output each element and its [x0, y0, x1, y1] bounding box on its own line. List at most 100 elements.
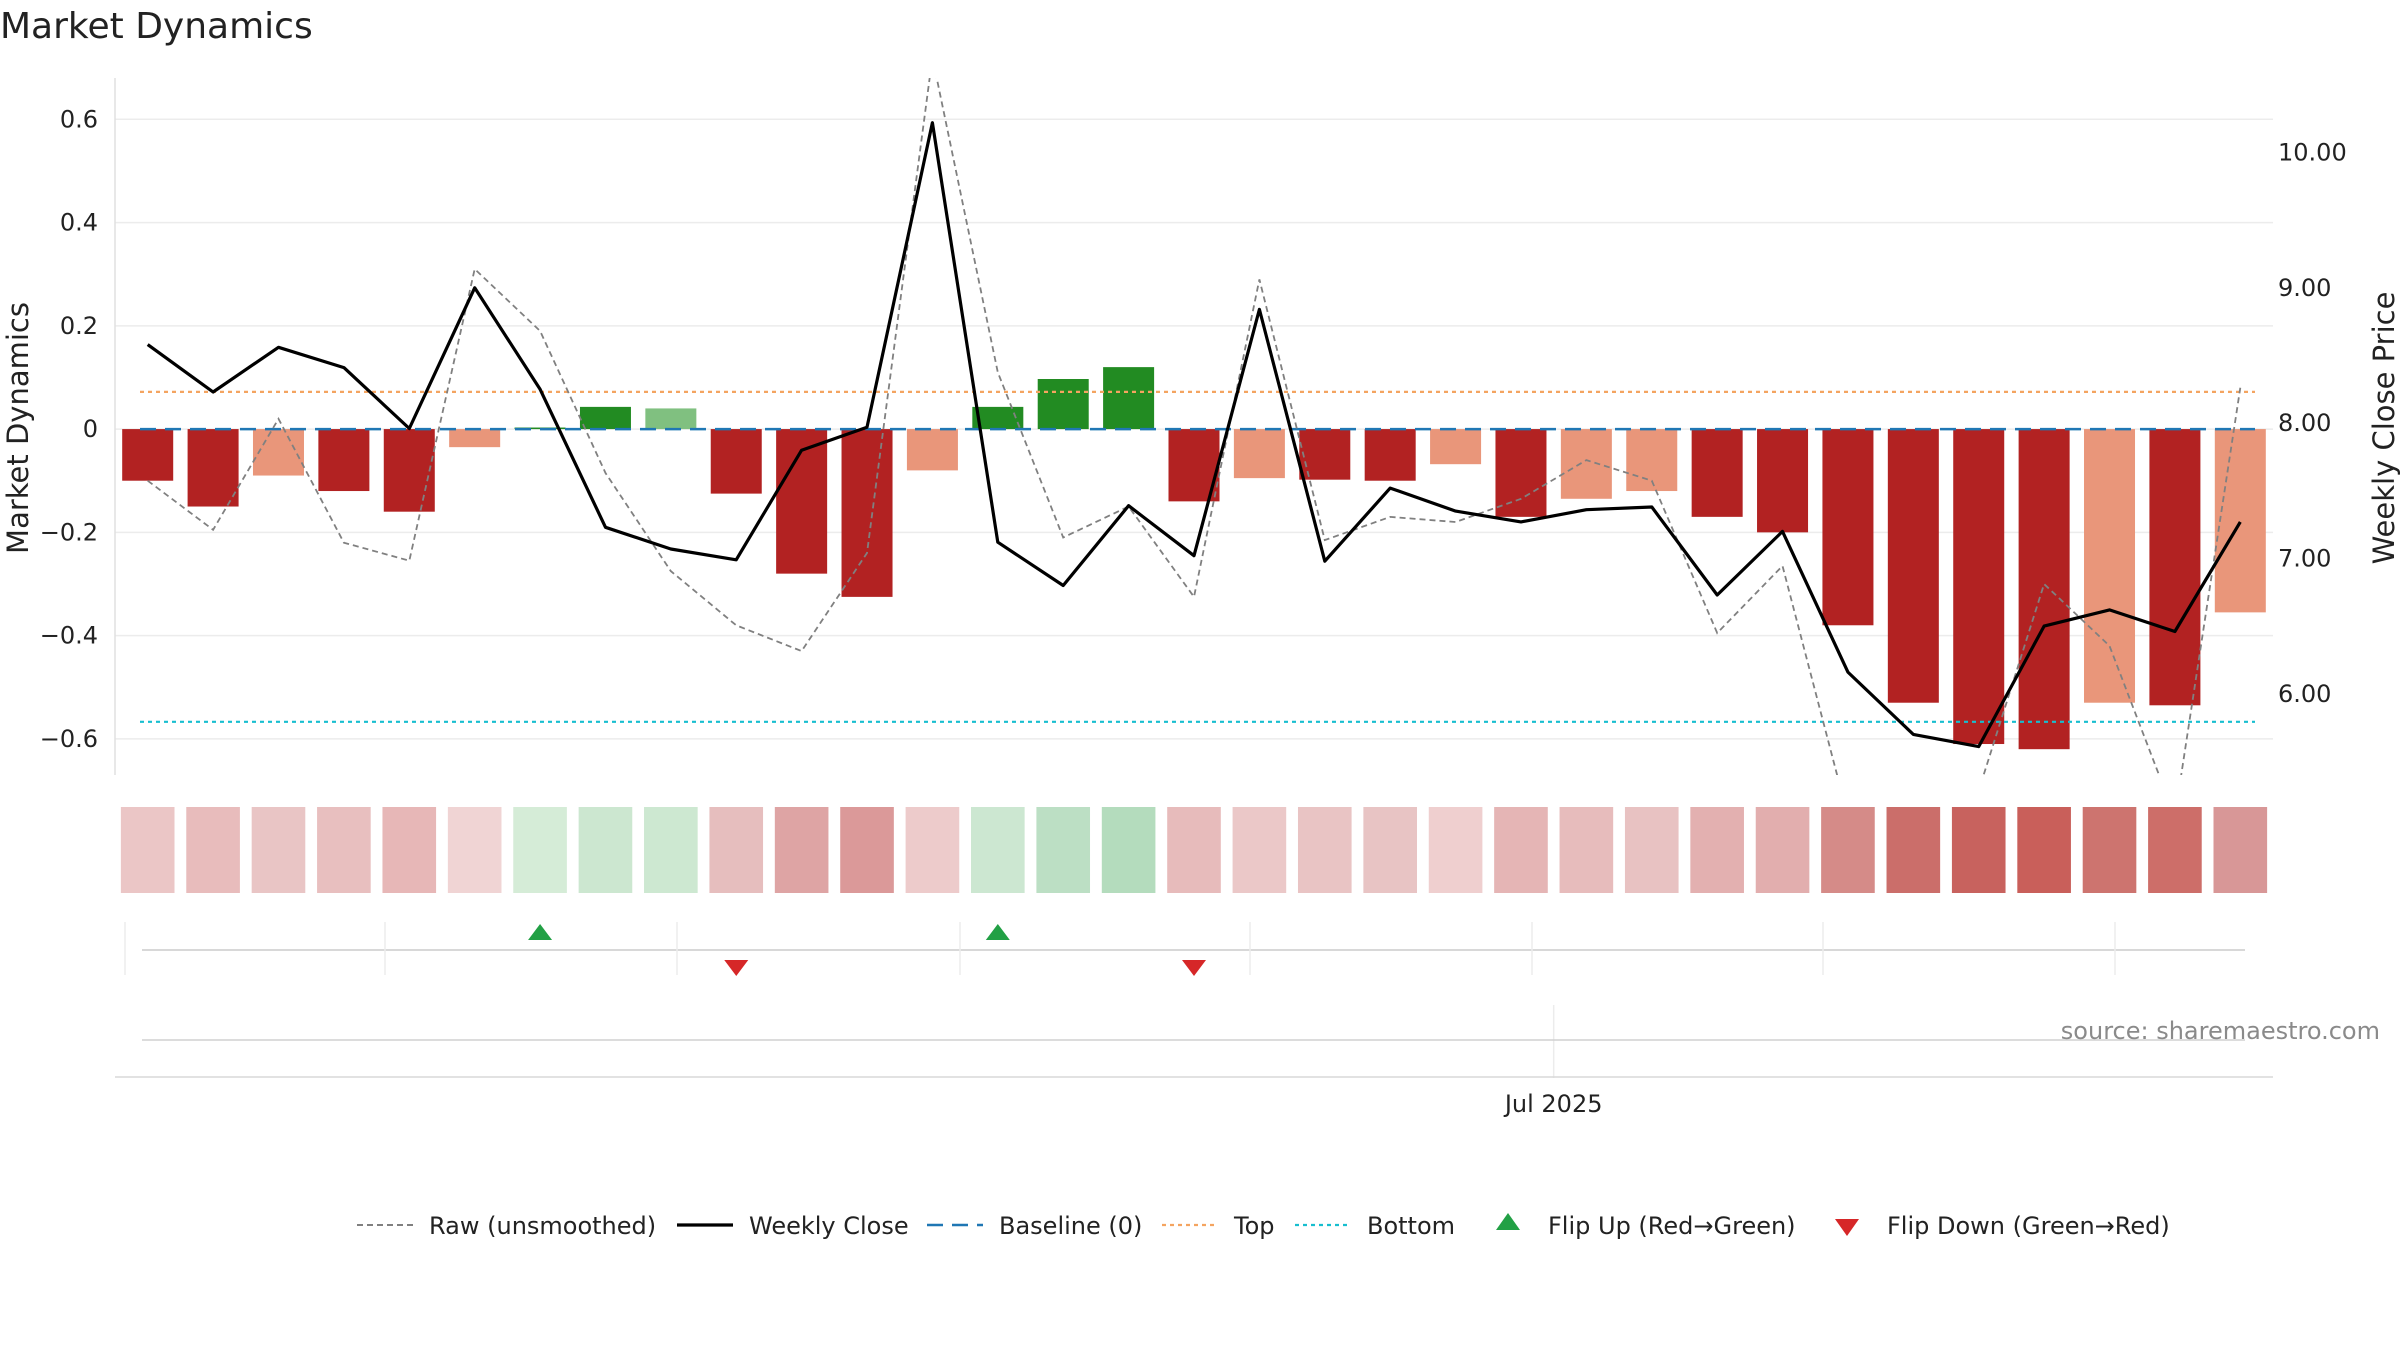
heat-cell — [905, 807, 960, 893]
legend-label: Flip Down (Green→Red) — [1887, 1212, 2170, 1240]
bar — [1495, 429, 1547, 517]
bar — [1757, 429, 1809, 533]
flip-up-marker — [985, 924, 1010, 940]
bar — [1560, 429, 1612, 499]
heat-cell — [2148, 807, 2202, 893]
bar — [1953, 429, 2005, 745]
heat-cell — [971, 807, 1025, 893]
bar — [579, 406, 631, 430]
bar — [645, 408, 697, 430]
heat-cell — [1690, 807, 1744, 893]
bar — [1691, 429, 1743, 517]
heat-cell — [1232, 807, 1287, 893]
chart-title: Market Dynamics — [0, 6, 313, 47]
bar — [2018, 429, 2070, 750]
legend-item: Flip Up (Red→Green) — [1496, 1212, 1796, 1240]
legend: Raw (unsmoothed) Weekly Close Baseline (0)… — [357, 1212, 2170, 1240]
heat-cell — [1167, 807, 1221, 893]
flip-down-legend-icon — [1835, 1219, 1859, 1236]
x-tick-label: Jul 2025 — [1503, 1090, 1603, 1118]
bar — [710, 429, 762, 494]
heat-cell — [1951, 807, 2006, 893]
heat-cell — [1886, 807, 1941, 893]
y2-tick-label: 7.00 — [2278, 544, 2331, 572]
y-axis-title: Market Dynamics — [1, 302, 35, 554]
bar — [1103, 367, 1155, 430]
legend-label: Bottom — [1367, 1212, 1455, 1240]
y2-tick-label: 6.00 — [2278, 680, 2331, 708]
bar — [383, 429, 435, 512]
y-tick-label: −0.2 — [40, 518, 98, 546]
bar — [2084, 429, 2136, 703]
heat-cell — [2017, 807, 2071, 893]
weekly-close-line — [146, 121, 2242, 749]
legend-label: Flip Up (Red→Green) — [1548, 1212, 1796, 1240]
heat-cell — [1363, 807, 1417, 893]
bar — [1887, 429, 1939, 703]
bar — [2149, 429, 2201, 706]
legend-item: Baseline (0) — [927, 1212, 1142, 1240]
heat-cell — [251, 807, 306, 893]
heat-cell — [1494, 807, 1548, 893]
y2-tick-label: 9.00 — [2278, 274, 2331, 302]
legend-item: Weekly Close — [677, 1212, 909, 1240]
bar — [1364, 429, 1416, 481]
heat-cell — [120, 807, 175, 893]
legend-item: Raw (unsmoothed) — [357, 1212, 656, 1240]
heat-cell — [840, 807, 894, 893]
bar — [187, 429, 239, 507]
bar — [906, 429, 958, 471]
heat-cell — [578, 807, 633, 893]
heat-cell — [644, 807, 698, 893]
y-tick-label: −0.6 — [40, 725, 98, 753]
flip-up-legend-icon — [1496, 1213, 1520, 1230]
heat-cell — [1821, 807, 1875, 893]
legend-label: Weekly Close — [749, 1212, 909, 1240]
y-tick-label: 0.2 — [60, 312, 98, 340]
bar — [122, 429, 174, 481]
flip-down-marker — [1182, 960, 1206, 976]
heat-cell — [382, 807, 437, 893]
y-tick-label: −0.4 — [40, 622, 98, 650]
heat-cell — [513, 807, 567, 893]
bar — [449, 429, 501, 448]
bar — [318, 429, 370, 492]
heat-cell — [317, 807, 371, 893]
heat-cell — [1101, 807, 1156, 893]
flip-panel — [124, 922, 2245, 976]
heat-cell — [1036, 807, 1091, 893]
bar — [972, 406, 1024, 430]
heat-cell — [774, 807, 829, 893]
legend-item: Bottom — [1295, 1212, 1455, 1240]
main-plot-area: 0.6 0.4 0.2 0 −0.2 −0.4 −0.6 10.00 9.00 8.00 7.00 6… — [40, 78, 2347, 775]
y2-tick-label: 8.00 — [2278, 409, 2331, 437]
bar — [2214, 429, 2266, 613]
date-panel: Jul 2025 — [115, 1005, 2273, 1118]
y-tick-label: 0 — [83, 415, 98, 443]
heat-cell — [1428, 807, 1483, 893]
legend-label: Top — [1233, 1212, 1275, 1240]
bar — [1822, 429, 1874, 626]
heat-strip — [120, 807, 2268, 893]
heat-cell — [186, 807, 240, 893]
y-tick-label: 0.4 — [60, 209, 98, 237]
legend-label: Raw (unsmoothed) — [429, 1212, 656, 1240]
heat-cell — [1755, 807, 1810, 893]
legend-item: Top — [1162, 1212, 1275, 1240]
heat-cell — [2082, 807, 2137, 893]
bar — [1430, 429, 1482, 465]
bar — [1233, 429, 1285, 479]
heat-cell — [1624, 807, 1679, 893]
heat-cell — [447, 807, 502, 893]
heat-cell — [1559, 807, 1614, 893]
heat-cell — [709, 807, 764, 893]
bar — [252, 429, 304, 476]
heat-cell — [2213, 807, 2268, 893]
heat-cell — [1297, 807, 1352, 893]
bar — [1037, 379, 1089, 430]
y2-axis-title: Weekly Close Price — [2367, 292, 2400, 565]
bar — [841, 429, 893, 597]
y-tick-label: 0.6 — [60, 105, 98, 133]
source-note: source: sharemaestro.com — [2061, 1017, 2380, 1045]
